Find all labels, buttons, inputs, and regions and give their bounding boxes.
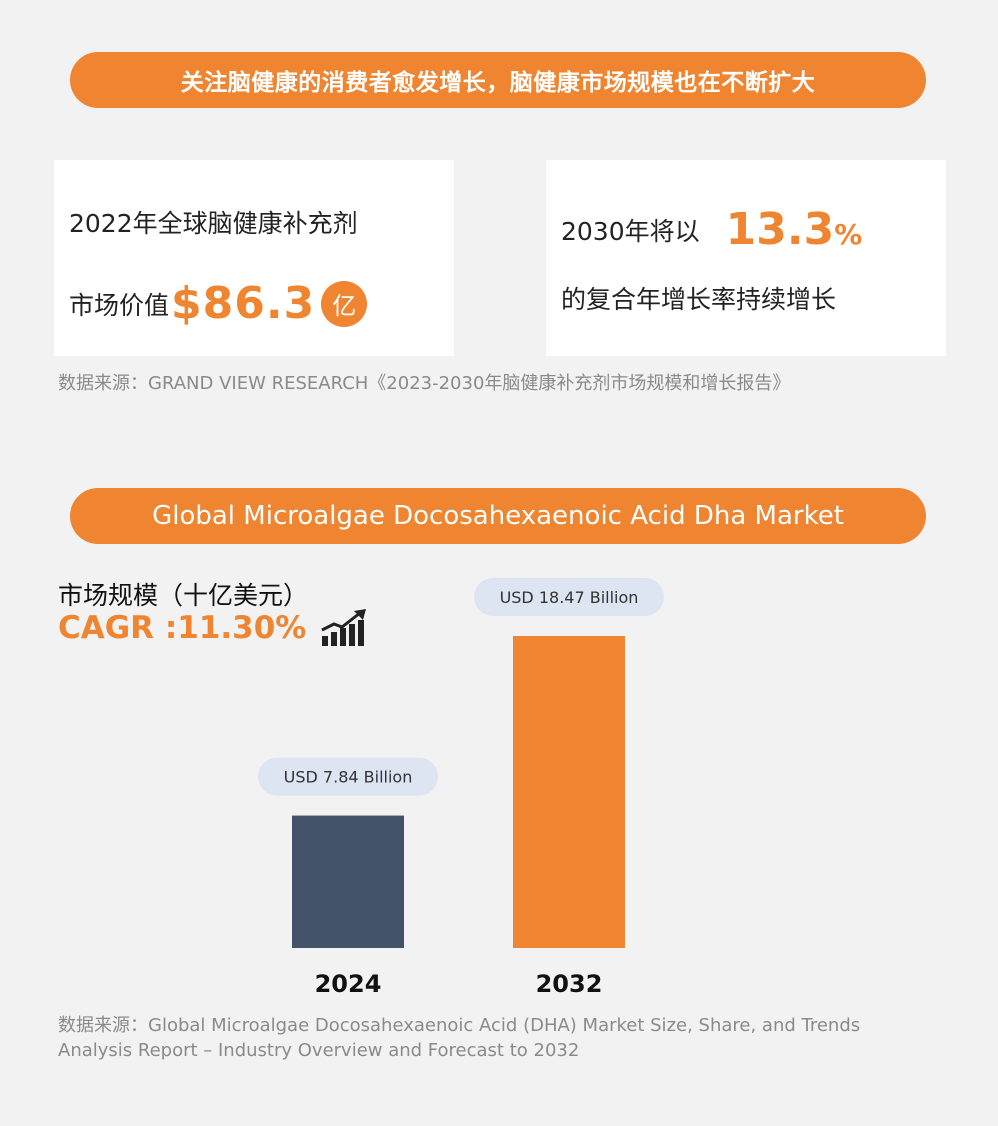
stats-source-note: 数据来源：GRAND VIEW RESEARCH《2023-2030年脑健康补充… xyxy=(58,373,791,394)
stat-card-growth-rate: 2030年将以 13.3% 的复合年增长率持续增长 xyxy=(546,160,946,356)
data-label-pill-2024 xyxy=(258,757,438,796)
market-value-number: $86.3 xyxy=(171,278,316,329)
growth-rate-percent-sign: % xyxy=(834,218,863,251)
cagr-row: CAGR :11.30% xyxy=(58,608,368,648)
market-value-unit-badge: 亿 xyxy=(321,280,368,327)
market-source-note: 数据来源：Global Microalgae Docosahexaenoic A… xyxy=(58,1015,861,1061)
growth-rate-value: 13.3% xyxy=(726,204,863,255)
data-label-2024: USD 7.84 Billion xyxy=(284,768,413,787)
stat-card-market-value: 2022年全球脑健康补充剂 市场价值 $86.3 亿 xyxy=(54,160,454,356)
x-tick-label-2032: 2032 xyxy=(536,970,603,998)
growth-rate-prefix: 2030年将以 xyxy=(561,216,700,246)
top-banner-text: 关注脑健康的消费者愈发增长，脑健康市场规模也在不断扩大 xyxy=(180,70,816,96)
market-banner-text: Global Microalgae Docosahexaenoic Acid D… xyxy=(152,501,844,531)
market-value-line2: 市场价值 $86.3 亿 xyxy=(69,278,368,329)
growth-rate-line2: 的复合年增长率持续增长 xyxy=(561,285,837,314)
bar-2032 xyxy=(513,636,625,948)
growth-rate-line1: 2030年将以 13.3% xyxy=(561,204,862,255)
market-value-prefix: 市场价值 xyxy=(69,290,170,320)
growth-rate-number: 13.3 xyxy=(725,204,835,255)
x-tick-label-2024: 2024 xyxy=(315,970,382,998)
market-banner: Global Microalgae Docosahexaenoic Acid D… xyxy=(70,488,926,544)
chart-subtitle: 市场规模（十亿美元） xyxy=(58,581,309,610)
growth-chart-icon xyxy=(321,609,367,646)
data-label-2032: USD 18.47 Billion xyxy=(500,588,639,607)
market-bar-chart: USD 7.84 Billion 2024 USD 18.47 Billion 203… xyxy=(258,578,664,998)
data-label-pill-2032 xyxy=(474,578,664,616)
top-banner: 关注脑健康的消费者愈发增长，脑健康市场规模也在不断扩大 xyxy=(70,52,926,108)
bar-2024 xyxy=(292,815,404,948)
cagr-label: CAGR :11.30% xyxy=(58,610,307,646)
market-value-line1: 2022年全球脑健康补充剂 xyxy=(69,209,358,238)
